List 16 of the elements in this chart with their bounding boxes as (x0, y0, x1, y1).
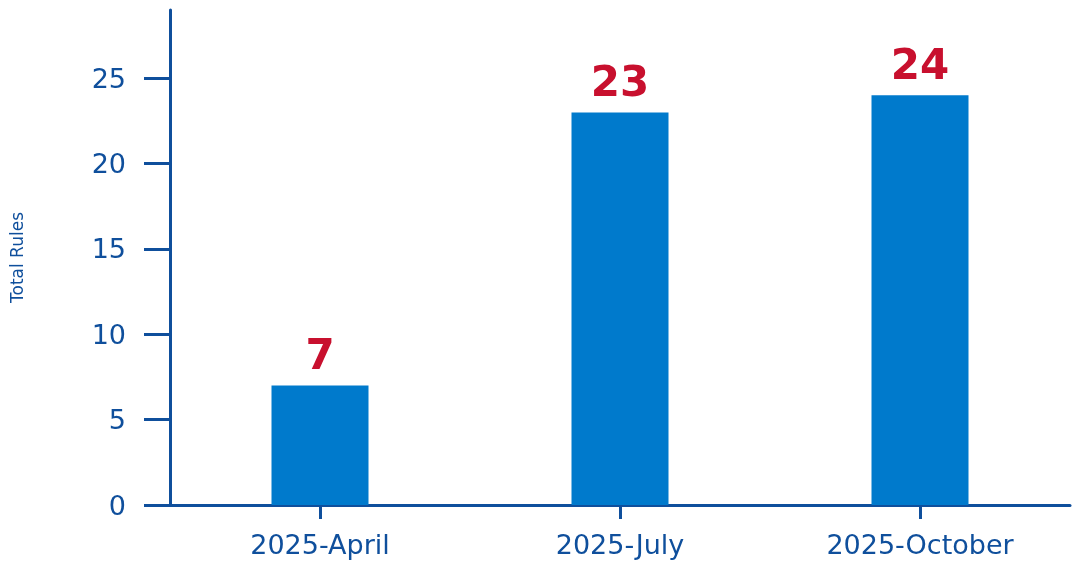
y-axis-title: Total Rules (6, 211, 27, 304)
y-tick-label: 20 (91, 148, 126, 180)
y-tick-label: 10 (91, 318, 126, 350)
data-label: 7 (305, 330, 335, 380)
x-tick-label: 2025-October (826, 529, 1015, 560)
x-tick-label: 2025-July (555, 529, 685, 560)
bar (871, 95, 969, 505)
y-tick-label: 5 (108, 404, 126, 436)
y-tick-label: 25 (91, 62, 126, 94)
bar (571, 112, 669, 505)
data-label: 23 (590, 56, 650, 106)
y-tick-label: 0 (108, 489, 126, 521)
y-tick-label: 15 (91, 233, 126, 265)
bar (271, 385, 369, 505)
data-label: 24 (890, 39, 950, 89)
x-tick-label: 2025-April (250, 529, 390, 560)
